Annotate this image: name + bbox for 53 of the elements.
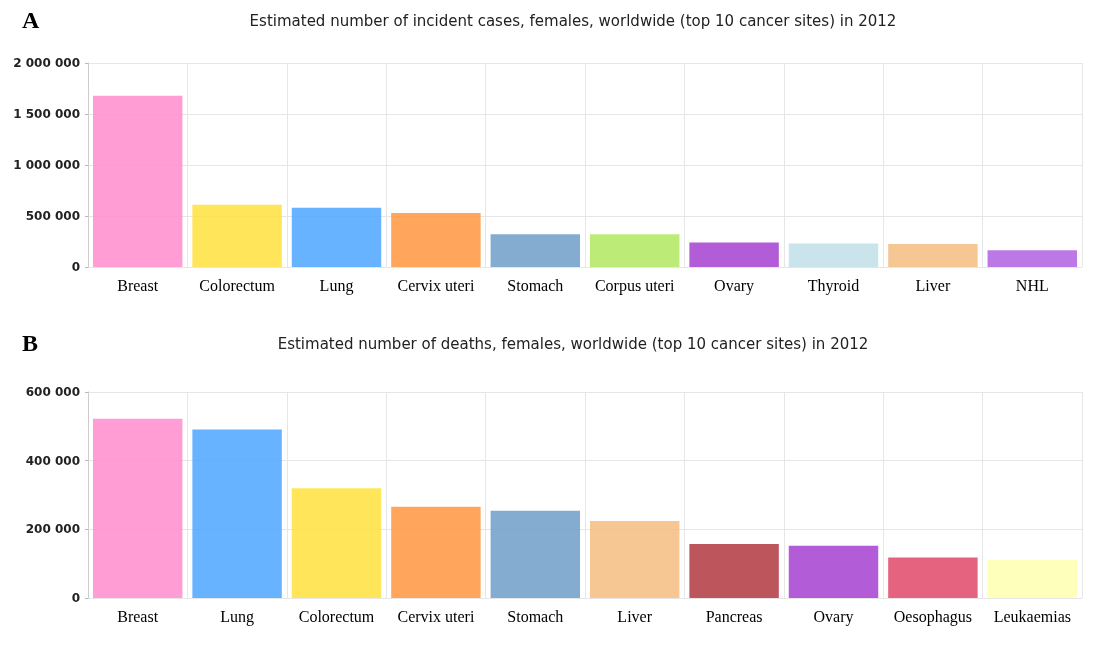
text: A: [22, 7, 40, 33]
y-tick-label: 200 000: [25, 522, 80, 537]
x-tick-label: Liver: [915, 276, 951, 294]
x-tick-label: Lung: [319, 276, 354, 295]
x-tick-label: Breast: [117, 607, 159, 625]
text: B: [22, 330, 39, 356]
x-tick-label: Ovary: [714, 276, 755, 295]
bar: [689, 242, 779, 267]
x-tick-label: Ovary: [813, 607, 854, 626]
x-tick-label: Pancreas: [705, 607, 763, 625]
bar: [987, 250, 1078, 267]
y-tick-label: 600 000: [25, 385, 80, 399]
bar: [589, 234, 680, 267]
x-tick-label: Liver: [617, 607, 653, 625]
x-tick-label: NHL: [1015, 276, 1049, 294]
bar: [291, 488, 382, 598]
bar: [192, 204, 282, 267]
bar: [888, 557, 978, 598]
x-tick-label: Colorectum: [199, 276, 276, 294]
bar: [788, 545, 879, 598]
x-tick-label: Breast: [117, 276, 159, 294]
x-tick-label: Cervix uteri: [397, 276, 475, 294]
bar: [391, 212, 481, 267]
bar: [888, 244, 978, 267]
bar: [92, 418, 183, 598]
bar: [291, 207, 382, 267]
bar: [391, 506, 481, 598]
x-tick-label: Lung: [220, 607, 254, 626]
bar: [987, 559, 1078, 598]
x-tick-label: Thyroid: [807, 276, 860, 295]
y-tick-label: 1 500 000: [13, 107, 80, 121]
x-tick-label: Colorectum: [298, 607, 375, 625]
x-tick-label: Cervix uteri: [397, 607, 475, 625]
bar: [92, 95, 183, 267]
x-tick-label: Corpus uteri: [594, 276, 676, 295]
bar: [490, 234, 581, 267]
x-tick-label: Leukaemias: [993, 607, 1071, 625]
y-tick-label: 1 000 000: [13, 158, 80, 172]
bar: [490, 510, 581, 598]
x-tick-label: Stomach: [507, 607, 564, 625]
y-tick-label: 0: [71, 260, 80, 274]
x-tick-label: Oesophagus: [893, 607, 973, 626]
y-tick-label: 500 000: [25, 209, 80, 223]
y-tick-label: 2 000 000: [13, 56, 80, 70]
chart-title: Estimated number of deaths, females, worldwide (top 10 cancer sites) in 2012: [277, 334, 869, 353]
y-tick-label: 400 000: [25, 453, 80, 468]
bar: [192, 429, 282, 598]
y-tick-label: 0: [71, 591, 80, 605]
bar: [788, 243, 879, 267]
bar: [689, 544, 779, 598]
chart-title: Estimated number of incident cases, females, worldwide (top 10 cancer sites) in 2012: [249, 11, 897, 30]
x-tick-label: Stomach: [507, 276, 564, 294]
bar: [589, 521, 680, 598]
